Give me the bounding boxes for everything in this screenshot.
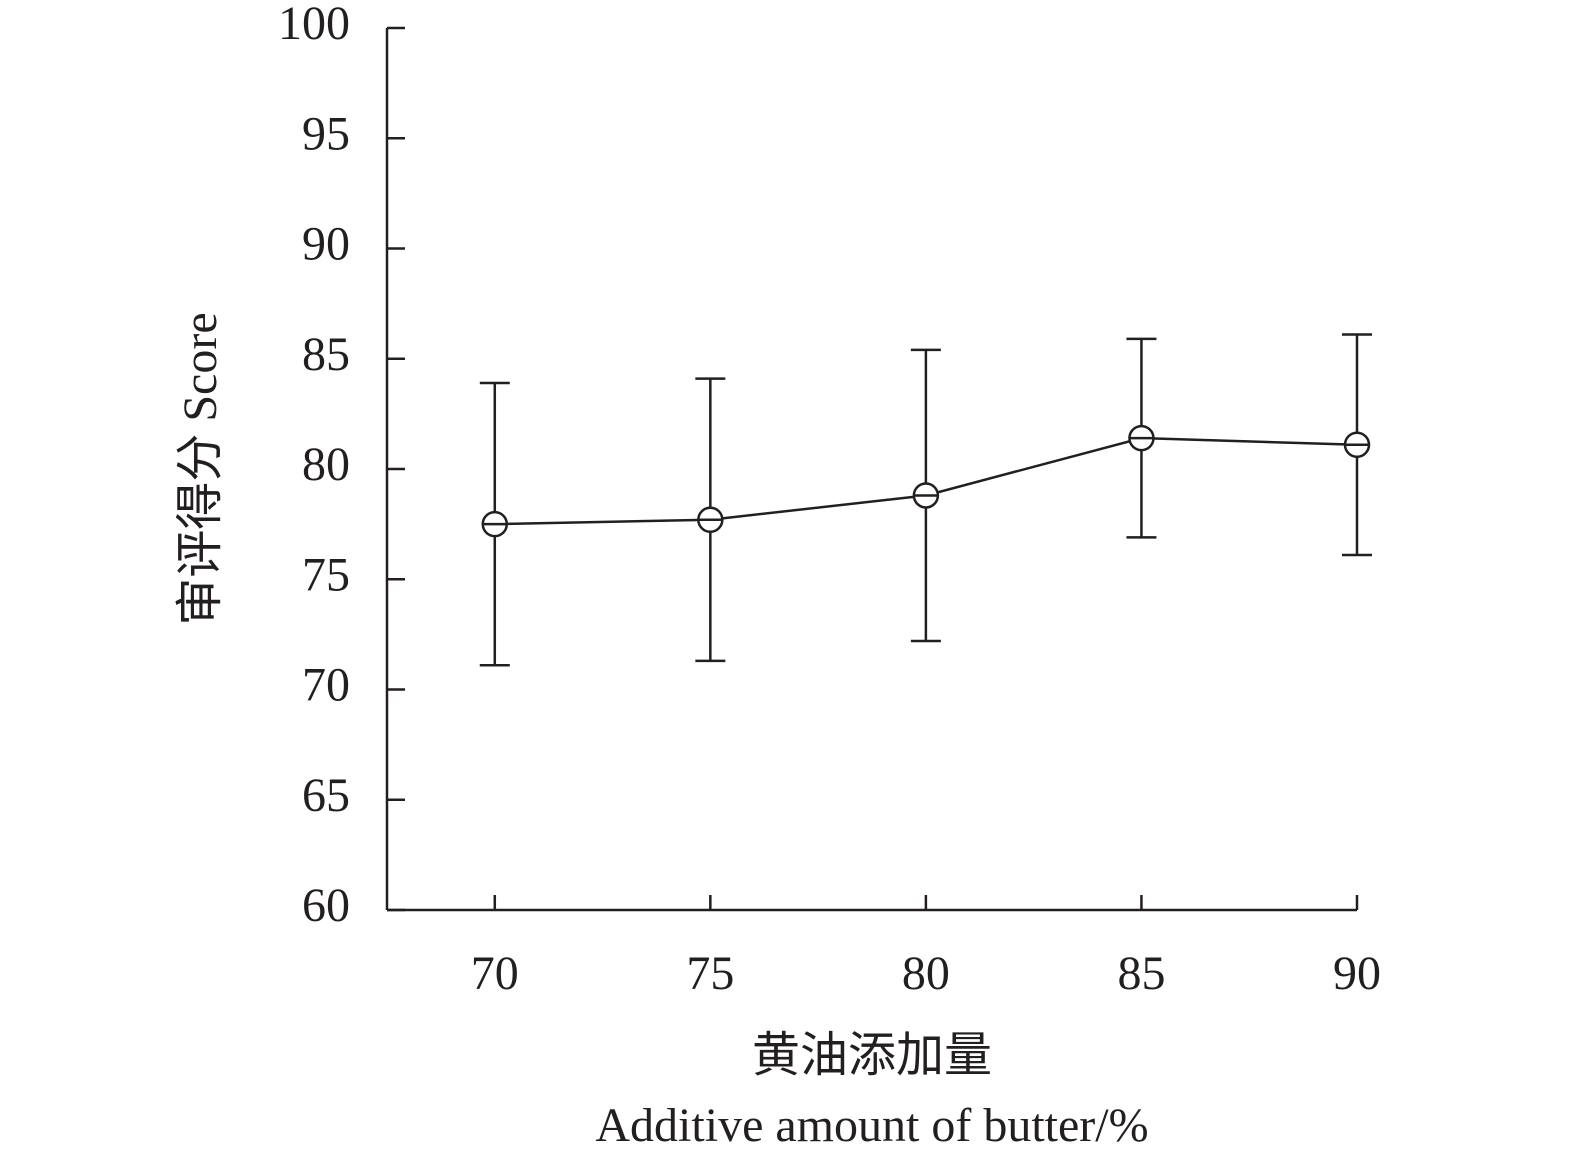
x-tick-label: 75 <box>686 947 734 1000</box>
y-tick-label: 65 <box>302 769 350 822</box>
x-tick-label: 85 <box>1117 947 1165 1000</box>
y-axis-label: 审评得分 Score <box>174 312 227 625</box>
x-tick-label: 70 <box>471 947 519 1000</box>
y-tick-label: 85 <box>302 328 350 381</box>
x-tick-label: 80 <box>902 947 950 1000</box>
x-axis-label: 黄油添加量 <box>752 1029 992 1082</box>
y-tick-label: 60 <box>302 879 350 932</box>
y-tick-label: 90 <box>302 218 350 271</box>
x-axis-label-en: Additive amount of butter/% <box>595 1099 1148 1152</box>
y-tick-label: 75 <box>302 548 350 601</box>
y-tick-label: 100 <box>278 0 350 50</box>
y-tick-label: 95 <box>302 107 350 160</box>
y-tick-label: 80 <box>302 438 350 491</box>
x-tick-label: 90 <box>1333 947 1381 1000</box>
y-tick-label: 70 <box>302 659 350 712</box>
